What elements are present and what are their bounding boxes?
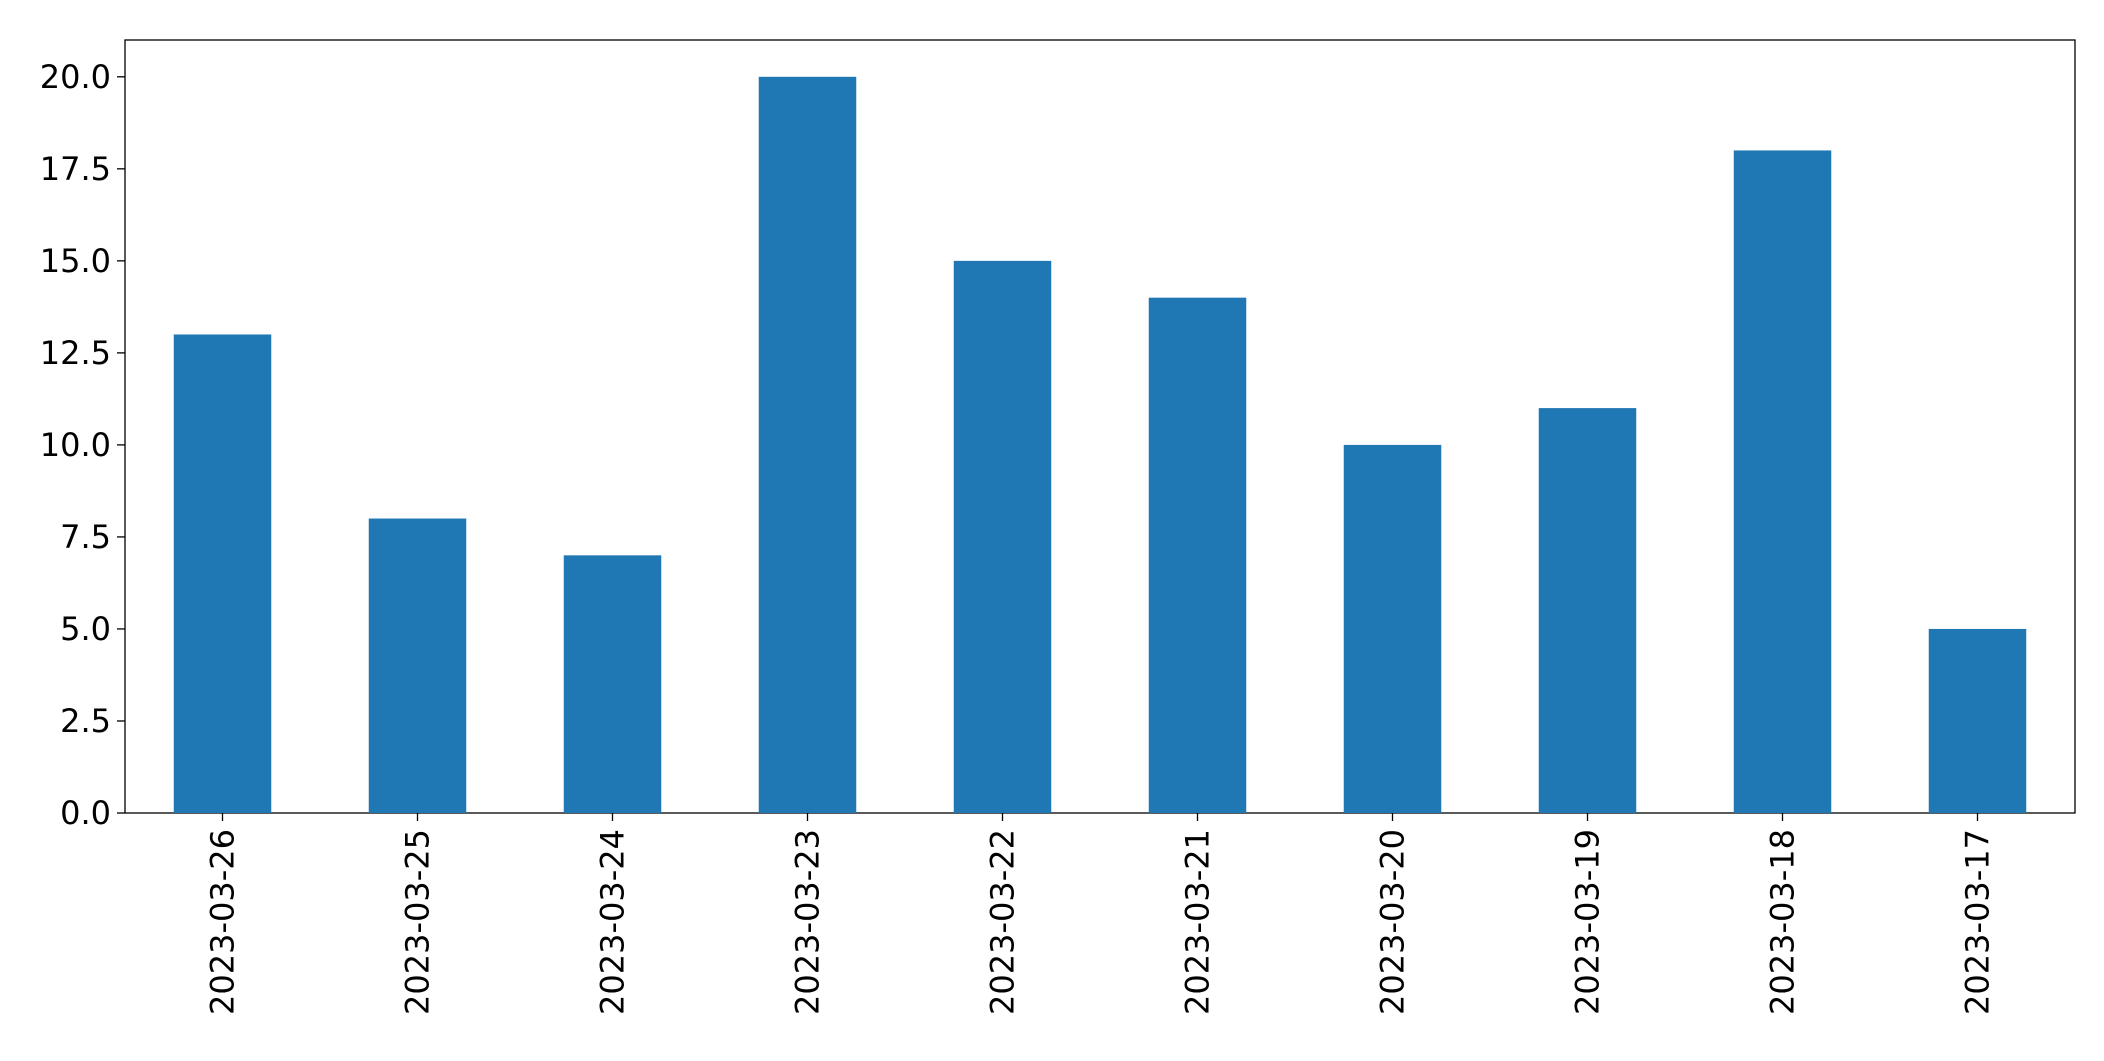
x-tick-label: 2023-03-20 bbox=[1374, 829, 1412, 1015]
bar bbox=[758, 76, 857, 814]
bar bbox=[953, 260, 1052, 813]
y-tick-label: 20.0 bbox=[40, 58, 111, 96]
bar bbox=[1538, 408, 1637, 813]
plot-frame bbox=[124, 39, 2076, 814]
x-tick-label: 2023-03-23 bbox=[789, 829, 827, 1015]
bar bbox=[1148, 297, 1247, 814]
y-tick-label: 7.5 bbox=[60, 518, 111, 556]
y-tick-label: 0.0 bbox=[60, 794, 111, 832]
x-tick-label: 2023-03-18 bbox=[1764, 829, 1802, 1015]
bar bbox=[368, 518, 467, 813]
bar bbox=[173, 334, 272, 813]
x-tick-label: 2023-03-17 bbox=[1959, 829, 1997, 1015]
y-tick-label: 15.0 bbox=[40, 242, 111, 280]
x-tick-label: 2023-03-21 bbox=[1179, 829, 1217, 1015]
bar bbox=[563, 555, 662, 813]
y-tick-label: 12.5 bbox=[40, 334, 111, 372]
y-tick-label: 10.0 bbox=[40, 426, 111, 464]
y-tick-label: 5.0 bbox=[60, 610, 111, 648]
y-tick-label: 17.5 bbox=[40, 150, 111, 188]
x-tick-label: 2023-03-24 bbox=[594, 829, 632, 1015]
bar bbox=[1733, 150, 1832, 813]
bar bbox=[1928, 628, 2027, 813]
bar bbox=[1343, 444, 1442, 813]
x-tick-label: 2023-03-19 bbox=[1569, 829, 1607, 1015]
x-tick-label: 2023-03-26 bbox=[204, 829, 242, 1015]
x-tick-label: 2023-03-22 bbox=[984, 829, 1022, 1015]
y-tick-label: 2.5 bbox=[60, 702, 111, 740]
x-tick-label: 2023-03-25 bbox=[399, 829, 437, 1015]
